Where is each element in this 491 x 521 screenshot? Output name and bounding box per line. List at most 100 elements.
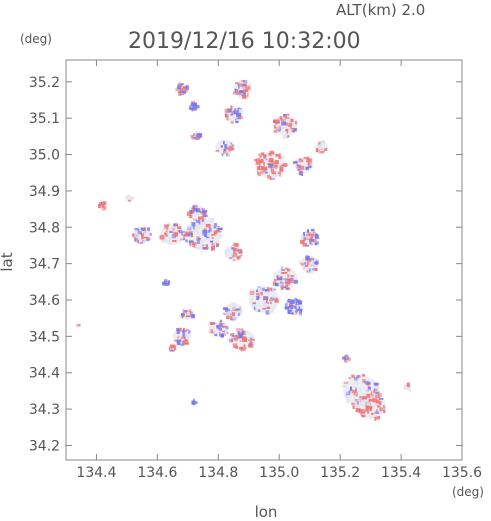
echo-cluster <box>298 255 319 274</box>
echo-pixel <box>369 407 372 412</box>
echo-pixel <box>234 243 239 247</box>
echo-pixel <box>344 354 349 358</box>
echo-pixel <box>347 356 350 360</box>
echo-pixel <box>355 389 361 392</box>
echo-pixel <box>360 409 365 414</box>
echo-pixel <box>228 112 232 116</box>
echo-pixel <box>298 260 304 264</box>
echo-pixel <box>243 336 246 339</box>
echo-pixel <box>101 203 104 207</box>
echo-pixel <box>176 330 180 335</box>
echo-cluster <box>168 344 177 352</box>
echo-pixel <box>231 312 236 317</box>
echo-pixel <box>281 269 286 271</box>
echo-pixel <box>226 143 231 147</box>
echo-pixel <box>166 227 169 230</box>
echo-pixel <box>172 240 177 242</box>
x-tick-label: 134.6 <box>137 465 177 481</box>
echo-pixel <box>370 391 373 396</box>
echo-pixel <box>315 144 321 147</box>
echo-pixel <box>278 130 281 132</box>
echo-pixel <box>250 341 255 345</box>
echo-pixel <box>212 242 216 246</box>
y-tick-label: 34.9 <box>29 184 60 200</box>
echo-pixel <box>182 330 188 332</box>
echo-pixel <box>258 153 262 157</box>
echo-pixel <box>182 335 186 338</box>
echo-pixel <box>233 108 237 112</box>
echo-pixel <box>378 396 380 399</box>
echo-pixel <box>349 376 352 379</box>
echo-pixel <box>195 226 201 229</box>
echo-pixel <box>307 162 310 166</box>
echo-pixel <box>272 295 276 299</box>
echo-pixel <box>231 338 233 343</box>
echo-pixel <box>183 235 186 240</box>
echo-pixel <box>275 120 279 125</box>
echo-pixel <box>265 158 268 161</box>
echo-pixel <box>221 329 225 333</box>
echo-pixel <box>274 298 279 303</box>
echo-pixel <box>280 275 283 281</box>
echo-pixel <box>208 217 210 220</box>
echo-pixel <box>199 210 202 214</box>
echo-pixel <box>207 233 212 238</box>
echo-pixel <box>272 281 277 286</box>
echo-pixel <box>195 105 200 109</box>
echo-pixel <box>243 89 246 95</box>
echo-pixel <box>368 399 374 402</box>
echo-pixel <box>210 240 214 243</box>
echo-pixel <box>237 256 240 261</box>
echo-pixel <box>231 113 236 118</box>
echo-pixel <box>283 122 289 127</box>
echo-pixel <box>264 171 268 174</box>
echo-pixel <box>362 379 366 383</box>
x-tick-label: 134.4 <box>76 465 116 481</box>
echo-pixel <box>180 336 185 339</box>
echo-pixel <box>221 153 224 157</box>
echo-pixel <box>406 386 410 390</box>
echo-pixel <box>224 143 228 148</box>
echo-pixel <box>168 243 172 246</box>
echo-pixel <box>189 107 194 110</box>
echo-pixel <box>167 240 171 243</box>
echo-pixel <box>266 306 271 310</box>
echo-pixel <box>224 108 229 113</box>
echo-pixel <box>177 336 180 339</box>
echo-pixel <box>306 157 311 163</box>
echo-pixel <box>291 311 295 315</box>
echo-pixel <box>172 345 177 351</box>
echo-pixel <box>350 389 354 392</box>
echo-pixel <box>311 268 315 271</box>
echo-pixel <box>290 280 295 284</box>
echo-cluster <box>172 327 191 346</box>
echo-pixel <box>201 221 205 226</box>
echo-pixel <box>270 287 273 292</box>
echo-pixel <box>181 83 184 86</box>
echo-pixel <box>280 285 284 289</box>
echo-pixel <box>280 280 285 283</box>
echo-pixel <box>279 169 284 172</box>
echo-pixel <box>204 234 207 237</box>
echo-pixel <box>169 237 172 242</box>
echo-pixel <box>318 141 321 145</box>
echo-pixel <box>215 150 220 152</box>
echo-pixel <box>243 79 248 84</box>
echo-pixel <box>267 287 270 292</box>
echo-pixel <box>193 227 197 233</box>
echo-pixel <box>228 304 233 307</box>
echo-pixel <box>260 166 265 171</box>
echo-pixel <box>287 280 291 285</box>
echo-pixel <box>100 206 103 210</box>
echo-pixel <box>98 205 101 209</box>
echo-pixel <box>248 344 254 348</box>
echo-pixel <box>238 346 244 350</box>
echo-pixel <box>193 207 198 211</box>
echo-pixel <box>190 102 193 107</box>
echo-pixel <box>196 239 201 245</box>
echo-pixel <box>101 206 107 211</box>
echo-pixel <box>303 156 308 159</box>
echo-pixel <box>263 168 266 173</box>
echo-pixel <box>353 392 356 396</box>
echo-pixel <box>355 392 358 397</box>
